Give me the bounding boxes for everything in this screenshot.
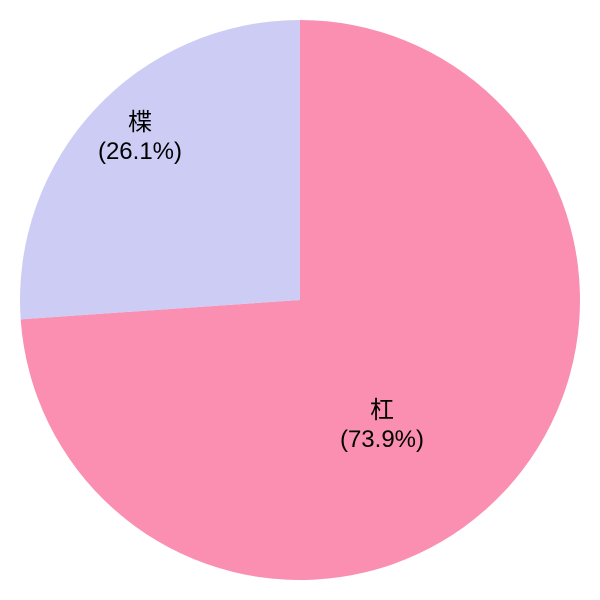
pie-slice-1: [20, 20, 300, 319]
pie-chart: 杠(73.9%)楪(26.1%): [0, 0, 600, 600]
